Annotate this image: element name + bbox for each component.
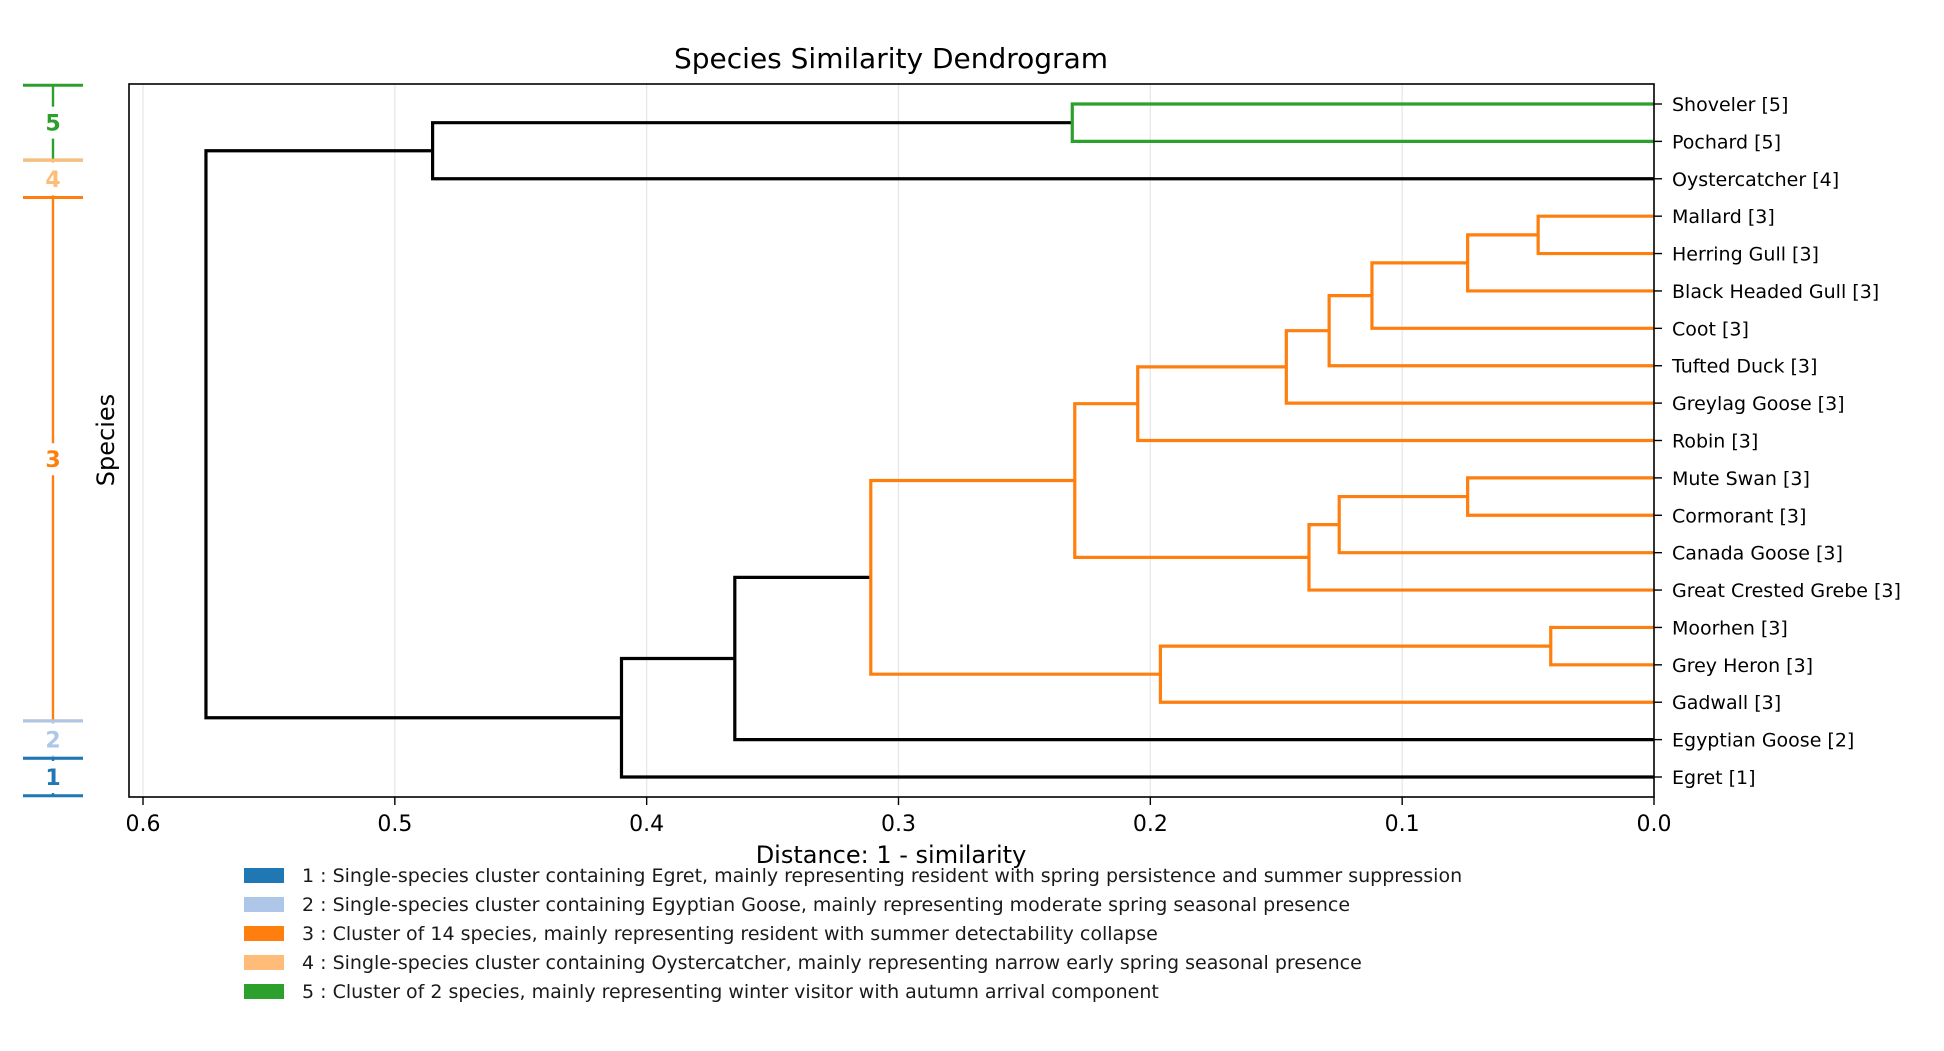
leaf-label: Egyptian Goose [2] xyxy=(1672,730,1854,752)
legend-swatch xyxy=(244,984,284,999)
leaf-label: Mute Swan [3] xyxy=(1672,468,1810,490)
dendrogram-link xyxy=(1466,233,1654,293)
legend-label: 3 : Cluster of 14 species, mainly repres… xyxy=(302,922,1158,945)
x-tick-label: 0.1 xyxy=(1385,812,1420,837)
leaf-label: Robin [3] xyxy=(1672,431,1758,453)
dendrogram-link xyxy=(431,121,1654,181)
leaf-label: Cormorant [3] xyxy=(1672,505,1806,527)
legend-swatch xyxy=(244,955,284,970)
dendrogram-link xyxy=(204,149,622,720)
leaf-label: Gadwall [3] xyxy=(1672,692,1781,714)
legend-swatch xyxy=(244,897,284,912)
x-tick-label: 0.2 xyxy=(1133,812,1168,837)
dendrogram-link xyxy=(1284,329,1654,405)
leaf-label: Herring Gull [3] xyxy=(1672,244,1819,266)
legend-item: 2 : Single-species cluster containing Eg… xyxy=(244,890,1462,919)
cluster-bar: 5 4 3 2 1 xyxy=(23,83,83,798)
y-axis-label: Species xyxy=(92,394,120,486)
legend-label: 5 : Cluster of 2 species, mainly represe… xyxy=(302,980,1159,1003)
dendrogram-link xyxy=(1136,365,1654,443)
legend-swatch xyxy=(244,868,284,883)
dendrogram-link xyxy=(1337,494,1654,555)
legend-item: 5 : Cluster of 2 species, mainly represe… xyxy=(244,977,1462,1006)
dendrogram-link xyxy=(1070,102,1654,143)
cluster-legend: 1 : Single-species cluster containing Eg… xyxy=(244,861,1462,1006)
x-axis-ticks: 0.6 0.5 0.4 0.3 0.2 0.1 0.0 xyxy=(126,797,1672,837)
leaf-label: Egret [1] xyxy=(1672,767,1756,789)
legend-label: 2 : Single-species cluster containing Eg… xyxy=(302,893,1351,916)
cluster-bar-label: 1 xyxy=(45,766,60,791)
leaf-label: Moorhen [3] xyxy=(1672,617,1788,639)
x-tick-label: 0.5 xyxy=(377,812,412,837)
dendrogram-link xyxy=(869,478,1161,676)
cluster-bar-label: 2 xyxy=(45,729,60,754)
dendrogram-links xyxy=(204,102,1654,779)
x-tick-label: 0.6 xyxy=(126,812,161,837)
leaf-labels: Shoveler [5] Pochard [5] Oystercatcher [4]… xyxy=(1654,94,1901,789)
dendrogram-link xyxy=(1549,625,1654,667)
legend-item: 1 : Single-species cluster containing Eg… xyxy=(244,861,1462,890)
legend-label: 1 : Single-species cluster containing Eg… xyxy=(302,864,1463,887)
legend-swatch xyxy=(244,926,284,941)
leaf-label: Tufted Duck [3] xyxy=(1671,356,1817,378)
dendrogram-link xyxy=(1370,261,1654,330)
dendrogram-link xyxy=(619,656,1654,779)
dendrogram-link xyxy=(1536,214,1654,256)
x-tick-label: 0.0 xyxy=(1637,812,1672,837)
leaf-label: Shoveler [5] xyxy=(1672,94,1788,116)
leaf-label: Canada Goose [3] xyxy=(1672,543,1843,565)
dendrogram-link xyxy=(1158,644,1654,704)
legend-label: 4 : Single-species cluster containing Oy… xyxy=(302,951,1362,974)
legend-item: 4 : Single-species cluster containing Oy… xyxy=(244,948,1462,977)
dendrogram-link xyxy=(1327,294,1654,368)
legend-item: 3 : Cluster of 14 species, mainly repres… xyxy=(244,919,1462,948)
x-tick-label: 0.4 xyxy=(629,812,664,837)
leaf-label: Oystercatcher [4] xyxy=(1672,169,1839,191)
cluster-bar-label: 5 xyxy=(45,112,60,137)
dendrogram-link xyxy=(1073,402,1309,559)
cluster-bar-label: 4 xyxy=(45,168,60,193)
dendrogram-link xyxy=(1307,523,1654,592)
leaf-label: Mallard [3] xyxy=(1672,206,1775,228)
leaf-label: Grey Heron [3] xyxy=(1672,655,1813,677)
leaf-label: Coot [3] xyxy=(1672,318,1749,340)
cluster-bar-label: 3 xyxy=(45,448,60,473)
dendrogram-link xyxy=(1466,476,1654,517)
leaf-label: Pochard [5] xyxy=(1672,131,1781,153)
leaf-label: Black Headed Gull [3] xyxy=(1672,281,1879,303)
x-axis-label: Distance: 1 - similarity xyxy=(756,841,1027,869)
dendrogram-link xyxy=(733,575,1654,742)
chart-title: Species Similarity Dendrogram xyxy=(674,42,1108,75)
leaf-label: Great Crested Grebe [3] xyxy=(1672,580,1901,602)
leaf-label: Greylag Goose [3] xyxy=(1672,393,1845,415)
x-tick-label: 0.3 xyxy=(881,812,916,837)
